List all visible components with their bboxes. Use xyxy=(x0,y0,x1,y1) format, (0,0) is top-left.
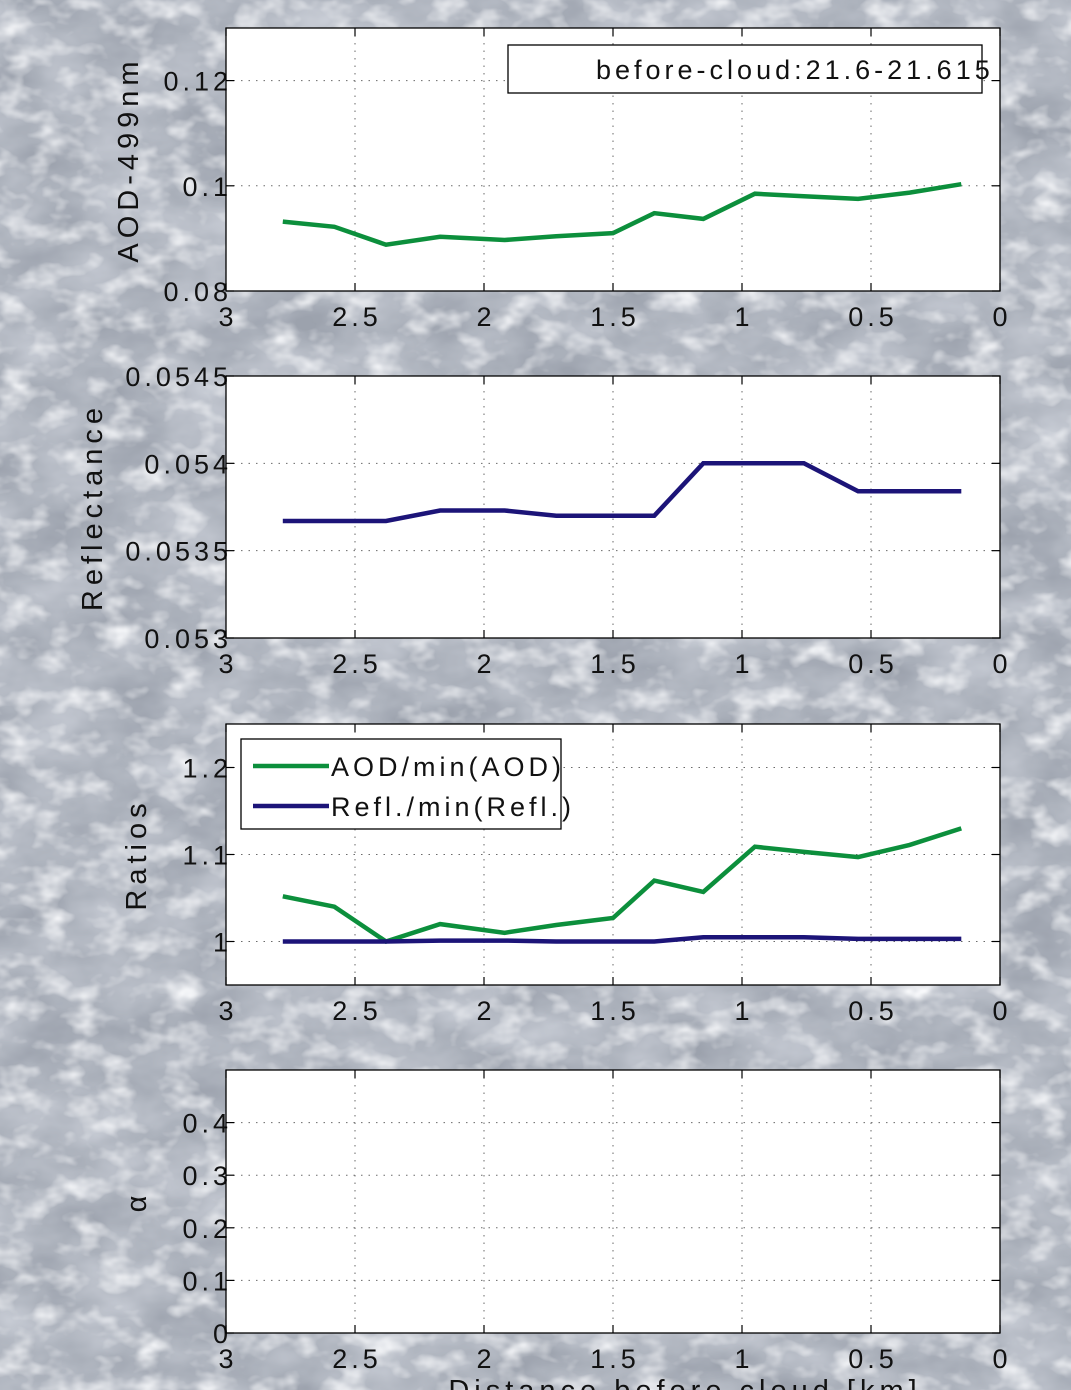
y-axis-label: Reflectance xyxy=(77,403,109,611)
series-line-0 xyxy=(282,826,962,944)
y-tick-label: 0.0545 xyxy=(125,362,232,392)
x-tick-label: 0 xyxy=(992,302,1011,332)
x-tick-label: 3 xyxy=(218,996,237,1026)
x-tick-label: 3 xyxy=(218,649,237,679)
x-tick-label: 3 xyxy=(218,302,237,332)
y-tick-label: 0.1 xyxy=(182,1266,232,1296)
y-axis-label: α xyxy=(121,1191,153,1213)
series-line-0 xyxy=(282,461,962,524)
y-tick-label: 0.3 xyxy=(182,1161,232,1191)
x-tick-label: 1.5 xyxy=(590,996,640,1026)
legend-label-1: Refl./min(Refl.) xyxy=(331,792,575,822)
axes-frame xyxy=(225,1069,1001,1334)
y-tick-label: 0.12 xyxy=(163,67,232,97)
y-tick-label: 1.1 xyxy=(182,841,232,871)
x-tick-label: 1 xyxy=(734,649,753,679)
x-tick-label: 2.5 xyxy=(332,649,382,679)
x-tick-label: 0.5 xyxy=(848,996,898,1026)
panel-aod: 3 2.5 2 1.5 1 0.5 0 0.08 0.1 0.12 AOD-499nm before-… xyxy=(113,27,1011,332)
axes-frame xyxy=(225,375,1001,639)
x-tick-label: 0 xyxy=(992,649,1011,679)
annotation-box xyxy=(507,44,983,94)
x-tick-label: 1.5 xyxy=(590,1344,640,1374)
y-tick-label: 0.2 xyxy=(182,1214,232,1244)
x-tick-label: 0 xyxy=(992,1344,1011,1374)
x-tick-label: 1.5 xyxy=(590,649,640,679)
panel-alpha: 3 2.5 2 1.5 1 0.5 0 0 0.1 0.2 0.3 0.4 α xyxy=(121,1069,1011,1374)
axes-1 xyxy=(226,376,1000,638)
x-tick-label: 2 xyxy=(476,1344,495,1374)
series-line-0 xyxy=(282,181,962,248)
x-tick-label: 0.5 xyxy=(848,302,898,332)
axes-3 xyxy=(226,1070,1000,1333)
x-tick-label: 2 xyxy=(476,996,495,1026)
y-axis-label: AOD-499nm xyxy=(113,56,145,262)
legend-label-0: AOD/min(AOD) xyxy=(331,752,565,782)
y-tick-label: 0.08 xyxy=(163,277,232,307)
axes-frame xyxy=(225,723,1001,986)
panel-reflectance: 3 2.5 2 1.5 1 0.5 0 0.053 0.0535 0.054 0.0545 Refle… xyxy=(77,362,1011,679)
y-axis-label: Ratios xyxy=(121,798,153,910)
panel-ratios: 3 2.5 2 1.5 1 0.5 0 1 1.1 1.2 Ratios AOD/min(AOD) Re… xyxy=(121,723,1011,1026)
y-tick-label: 0.053 xyxy=(144,624,232,654)
x-tick-label: 2.5 xyxy=(332,302,382,332)
x-tick-label: 0 xyxy=(992,996,1011,1026)
x-tick-label: 1 xyxy=(734,996,753,1026)
x-tick-label: 2.5 xyxy=(332,996,382,1026)
x-tick-label: 2 xyxy=(476,649,495,679)
x-tick-label: 1.5 xyxy=(590,302,640,332)
x-axis-label: Distance before cloud [km] xyxy=(448,1375,921,1390)
x-tick-label: 2.5 xyxy=(332,1344,382,1374)
axes-frame xyxy=(225,27,1001,292)
series-line-1 xyxy=(282,934,962,944)
x-tick-label: 0.5 xyxy=(848,1344,898,1374)
y-tick-label: 0.1 xyxy=(182,172,232,202)
legend-box xyxy=(240,738,562,830)
y-tick-label: 1 xyxy=(213,928,232,958)
y-tick-label: 1.2 xyxy=(182,754,232,784)
x-tick-label: 3 xyxy=(218,1344,237,1374)
x-tick-label: 1 xyxy=(734,302,753,332)
x-tick-label: 0.5 xyxy=(848,649,898,679)
y-tick-label: 0.0535 xyxy=(125,537,232,567)
annotation-text: before-cloud:21.6-21.615 xyxy=(596,55,994,85)
y-tick-label: 0.4 xyxy=(182,1109,232,1139)
y-tick-label: 0 xyxy=(213,1319,232,1349)
x-tick-label: 2 xyxy=(476,302,495,332)
x-tick-label: 1 xyxy=(734,1344,753,1374)
y-tick-label: 0.054 xyxy=(144,449,232,479)
